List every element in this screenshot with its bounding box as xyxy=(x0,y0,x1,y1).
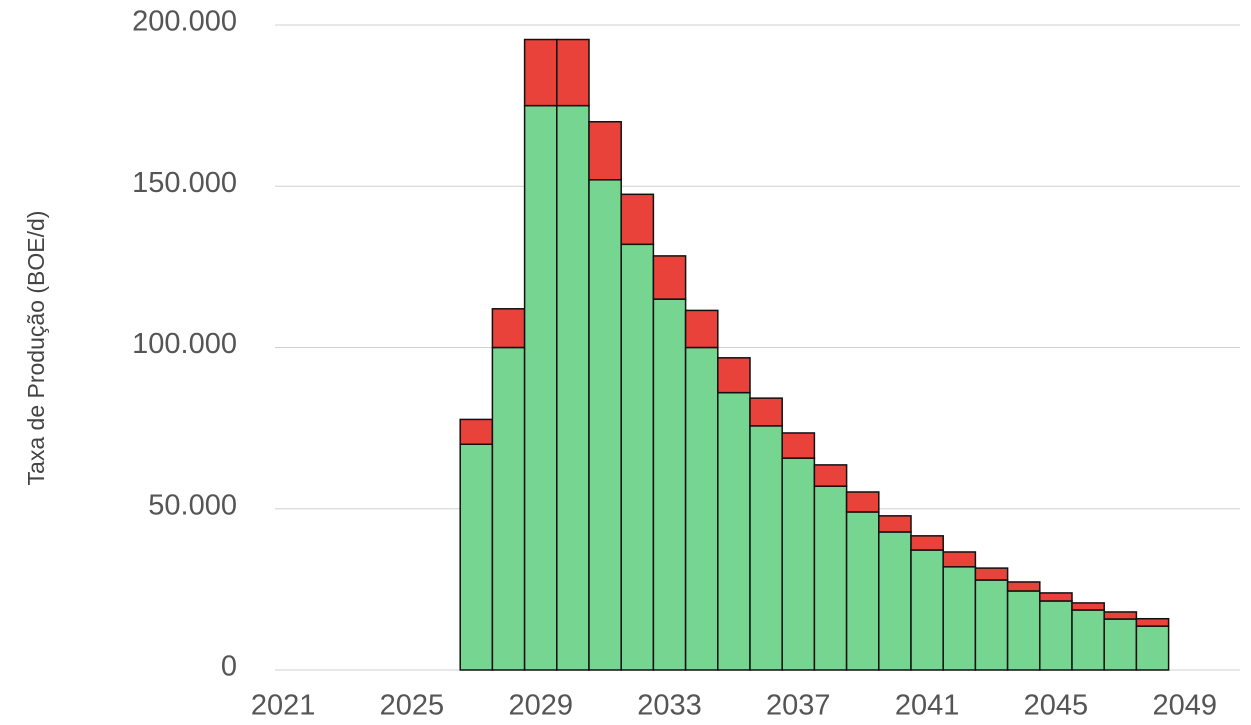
bar-segment xyxy=(781,432,816,459)
x-tick-label: 2025 xyxy=(380,690,445,722)
y-tick-label: 200.000 xyxy=(132,6,237,38)
y-tick-label: 50.000 xyxy=(148,489,237,521)
x-tick-label: 2049 xyxy=(1152,690,1217,722)
bar-segment xyxy=(1006,581,1041,592)
bar-segment xyxy=(684,346,719,671)
y-tick-label: 150.000 xyxy=(132,167,237,199)
bar-segment xyxy=(588,179,622,671)
bar-segment xyxy=(459,443,494,671)
bar-segment xyxy=(717,357,751,394)
bar-segment xyxy=(620,193,655,246)
y-tick-label: 100.000 xyxy=(132,328,237,360)
bar-segment xyxy=(878,531,912,671)
bar-segment xyxy=(942,566,977,671)
bar-segment xyxy=(491,308,526,349)
bar-segment xyxy=(1135,625,1170,671)
x-tick-label: 2041 xyxy=(895,690,960,722)
y-tick-label: 0 xyxy=(221,651,237,683)
bar-segment xyxy=(459,418,494,446)
x-tick-label: 2037 xyxy=(766,690,831,722)
bar-segment xyxy=(652,298,687,671)
bar-segment xyxy=(1103,618,1138,671)
bar-segment xyxy=(749,397,783,427)
bar-segment xyxy=(620,243,655,671)
bar-segment xyxy=(1039,600,1073,671)
bar-segment xyxy=(652,255,687,300)
bar-segment xyxy=(556,38,590,107)
bar-segment xyxy=(1006,590,1041,671)
bar-segment xyxy=(910,535,944,551)
x-tick-label: 2033 xyxy=(637,690,702,722)
bar-segment xyxy=(717,391,751,671)
bar-segment xyxy=(749,425,783,671)
bar-segment xyxy=(1071,602,1105,611)
bar-segment xyxy=(813,485,848,671)
bar-segment xyxy=(1039,592,1073,602)
bar-segment xyxy=(1071,609,1105,671)
bar-segment xyxy=(942,551,977,568)
bar-segment xyxy=(845,511,880,671)
bar-segment xyxy=(523,104,558,671)
bar-segment xyxy=(910,549,944,671)
bar-segment xyxy=(1135,617,1170,627)
x-tick-label: 2029 xyxy=(508,690,573,722)
bar-segment xyxy=(523,38,558,107)
bar-segment xyxy=(491,346,526,671)
bar-segment xyxy=(878,515,912,533)
bar-segment xyxy=(845,491,880,513)
bar-segment xyxy=(556,104,590,671)
x-tick-label: 2045 xyxy=(1024,690,1089,722)
y-axis-title: Taxa de Produção (BOE/d) xyxy=(23,211,49,486)
bar-segment xyxy=(1103,611,1138,620)
bar-segment xyxy=(974,579,1009,671)
bar-segment xyxy=(781,457,816,671)
bar-segment xyxy=(974,567,1009,581)
x-tick-label: 2021 xyxy=(251,690,316,722)
bar-segment xyxy=(588,121,622,181)
bar-segment xyxy=(813,464,848,487)
bar-segment xyxy=(684,309,719,349)
